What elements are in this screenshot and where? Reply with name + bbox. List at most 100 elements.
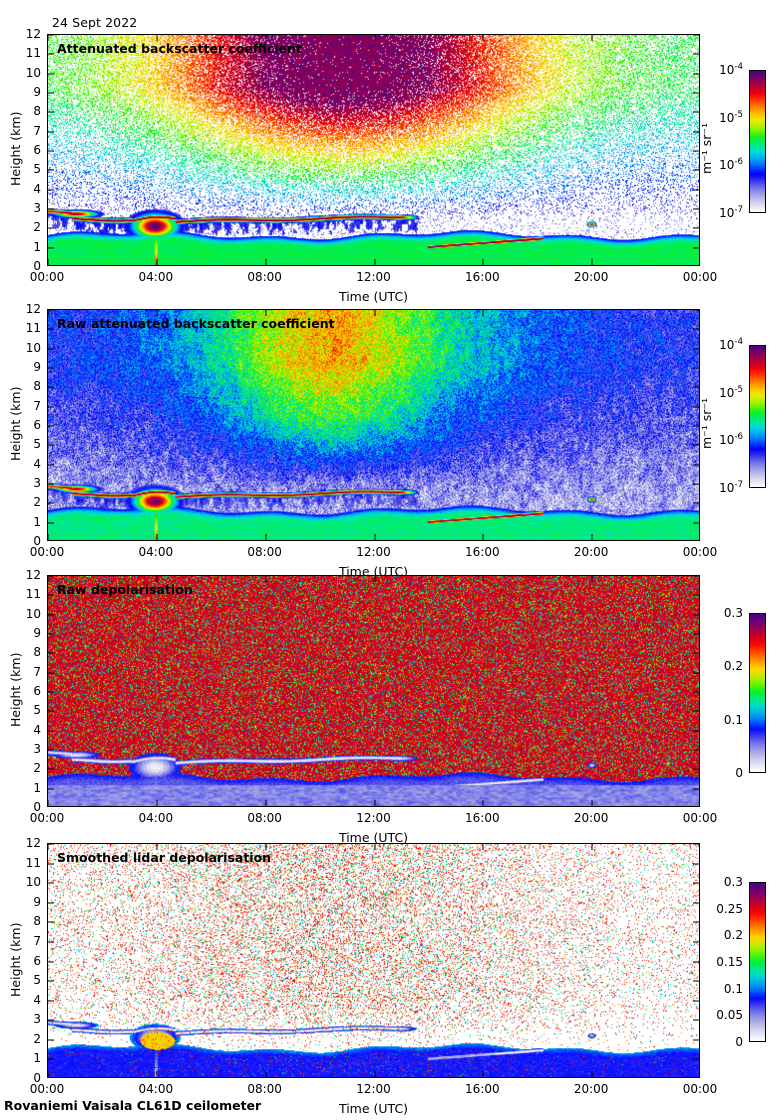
x-tick-mark — [48, 1071, 49, 1077]
y-tick-label: 11 — [25, 587, 41, 602]
y-tick-mark — [48, 111, 54, 113]
x-tick-mark — [591, 35, 593, 41]
y-tick-label: 8 — [33, 379, 41, 394]
y-tick-mark — [48, 328, 54, 330]
x-tick-mark — [265, 800, 267, 806]
y-tick-label: 9 — [33, 85, 41, 99]
y-tick-mark — [48, 614, 54, 616]
y-tick-mark — [693, 111, 699, 113]
x-tick-mark — [374, 576, 375, 582]
x-tick-mark — [156, 259, 158, 265]
y-tick-mark — [48, 652, 54, 654]
y-tick-label: 4 — [33, 722, 41, 737]
y-tick-label: 8 — [33, 645, 41, 660]
y-tick-label: 3 — [33, 201, 41, 215]
y-tick-label: 10 — [25, 65, 41, 80]
y-tick-mark — [48, 189, 54, 191]
y-tick-mark — [693, 576, 699, 577]
y-tick-label: 12 — [25, 27, 41, 41]
x-tick-label: 20:00 — [573, 270, 609, 284]
y-tick-mark — [693, 425, 699, 427]
x-tick-label: 00:00 — [29, 545, 65, 559]
x-axis-label: Time (UTC) — [338, 1101, 409, 1116]
x-tick-mark — [482, 259, 484, 265]
y-tick-label: 1 — [33, 780, 41, 795]
y-tick-mark — [693, 131, 699, 133]
y-tick-mark — [693, 710, 699, 712]
y-tick-label: 0 — [33, 259, 41, 273]
y-tick-mark — [48, 1019, 54, 1021]
y-tick-label: 0 — [33, 1071, 41, 1085]
panel-raw-attenuated-backscatter: Raw attenuated backscatter coefficient 0 1… — [8, 303, 717, 579]
x-tick-mark — [374, 844, 375, 850]
y-tick-mark — [693, 310, 699, 311]
y-tick-mark — [48, 710, 54, 712]
y-tick-label: 10 — [25, 340, 41, 355]
y-tick-label: 5 — [33, 703, 41, 718]
y-tick-label: 2 — [33, 495, 41, 510]
plot-area-raw-attenuated-backscatter[interactable]: Raw attenuated backscatter coefficient — [47, 309, 700, 541]
colorbar-raw-depolarisation — [749, 613, 766, 773]
y-tick-mark — [693, 169, 699, 171]
y-tick-mark — [693, 444, 699, 446]
plot-area-smoothed-lidar-depolarisation[interactable]: Smoothed lidar depolarisation — [47, 843, 700, 1078]
x-tick-mark — [591, 1071, 593, 1077]
y-tick-mark — [48, 367, 54, 369]
y-tick-mark — [48, 406, 54, 408]
y-tick-mark — [48, 522, 54, 524]
y-tick-mark — [48, 1039, 54, 1041]
y-tick-label: 6 — [33, 143, 41, 157]
y-tick-mark — [48, 576, 54, 577]
x-tick-label: 04:00 — [138, 545, 174, 559]
y-tick-mark — [693, 189, 699, 191]
y-tick-mark — [693, 882, 699, 884]
y-tick-label: 9 — [33, 626, 41, 640]
y-tick-mark — [48, 788, 54, 790]
y-tick-label: 12 — [25, 302, 41, 316]
y-tick-label: 7 — [33, 398, 41, 413]
y-tick-mark — [48, 131, 54, 133]
colorbar-gradient — [750, 883, 765, 1041]
x-tick-mark — [48, 310, 49, 316]
y-tick-mark — [48, 633, 54, 635]
x-tick-mark — [156, 844, 158, 850]
instrument-footer-label: Rovaniemi Vaisala CL61D ceilometer — [4, 1098, 262, 1113]
plot-area-attenuated-backscatter[interactable]: Attenuated backscatter coefficient — [47, 34, 700, 266]
x-axis-label: Time (UTC) — [338, 289, 409, 304]
y-tick-mark — [48, 980, 54, 982]
y-tick-label: 7 — [33, 933, 41, 948]
y-tick-mark — [693, 672, 699, 674]
plot-area-raw-depolarisation[interactable]: Raw depolarisation — [47, 575, 700, 807]
y-tick-label: 3 — [33, 476, 41, 490]
x-tick-label: 16:00 — [465, 270, 500, 284]
y-tick-mark — [48, 768, 54, 770]
x-tick-mark — [48, 259, 49, 265]
y-tick-label: 3 — [33, 742, 41, 756]
y-tick-label: 5 — [33, 162, 41, 177]
y-tick-mark — [693, 921, 699, 923]
y-tick-mark — [693, 980, 699, 982]
x-tick-mark — [482, 35, 484, 41]
colorbar-gradient — [750, 614, 765, 772]
colorbar-title-raw-attenuated-backscatter: m⁻¹ sr⁻¹ — [699, 397, 714, 449]
x-tick-label: 00:00 — [682, 545, 718, 559]
colorbar-tick-label: 10-5 — [719, 384, 743, 400]
y-tick-mark — [48, 464, 54, 466]
y-tick-mark — [693, 768, 699, 770]
y-tick-mark — [693, 386, 699, 388]
x-tick-mark — [374, 800, 375, 806]
y-tick-mark — [693, 863, 699, 865]
y-tick-mark — [48, 902, 54, 904]
y-tick-mark — [48, 348, 54, 350]
x-tick-label: 00:00 — [682, 811, 718, 825]
y-tick-mark — [693, 614, 699, 616]
y-tick-mark — [48, 483, 54, 485]
x-tick-label: 16:00 — [465, 545, 500, 559]
y-axis-label: Height (km) — [8, 386, 23, 461]
colorbar-attenuated-backscatter — [749, 70, 766, 213]
colorbar-tick-label: 0.2 — [723, 928, 743, 943]
y-tick-mark — [48, 310, 54, 311]
y-tick-mark — [693, 502, 699, 504]
date-label: 24 Sept 2022 — [52, 15, 138, 30]
colorbar-tick-label: 10-5 — [719, 109, 743, 125]
